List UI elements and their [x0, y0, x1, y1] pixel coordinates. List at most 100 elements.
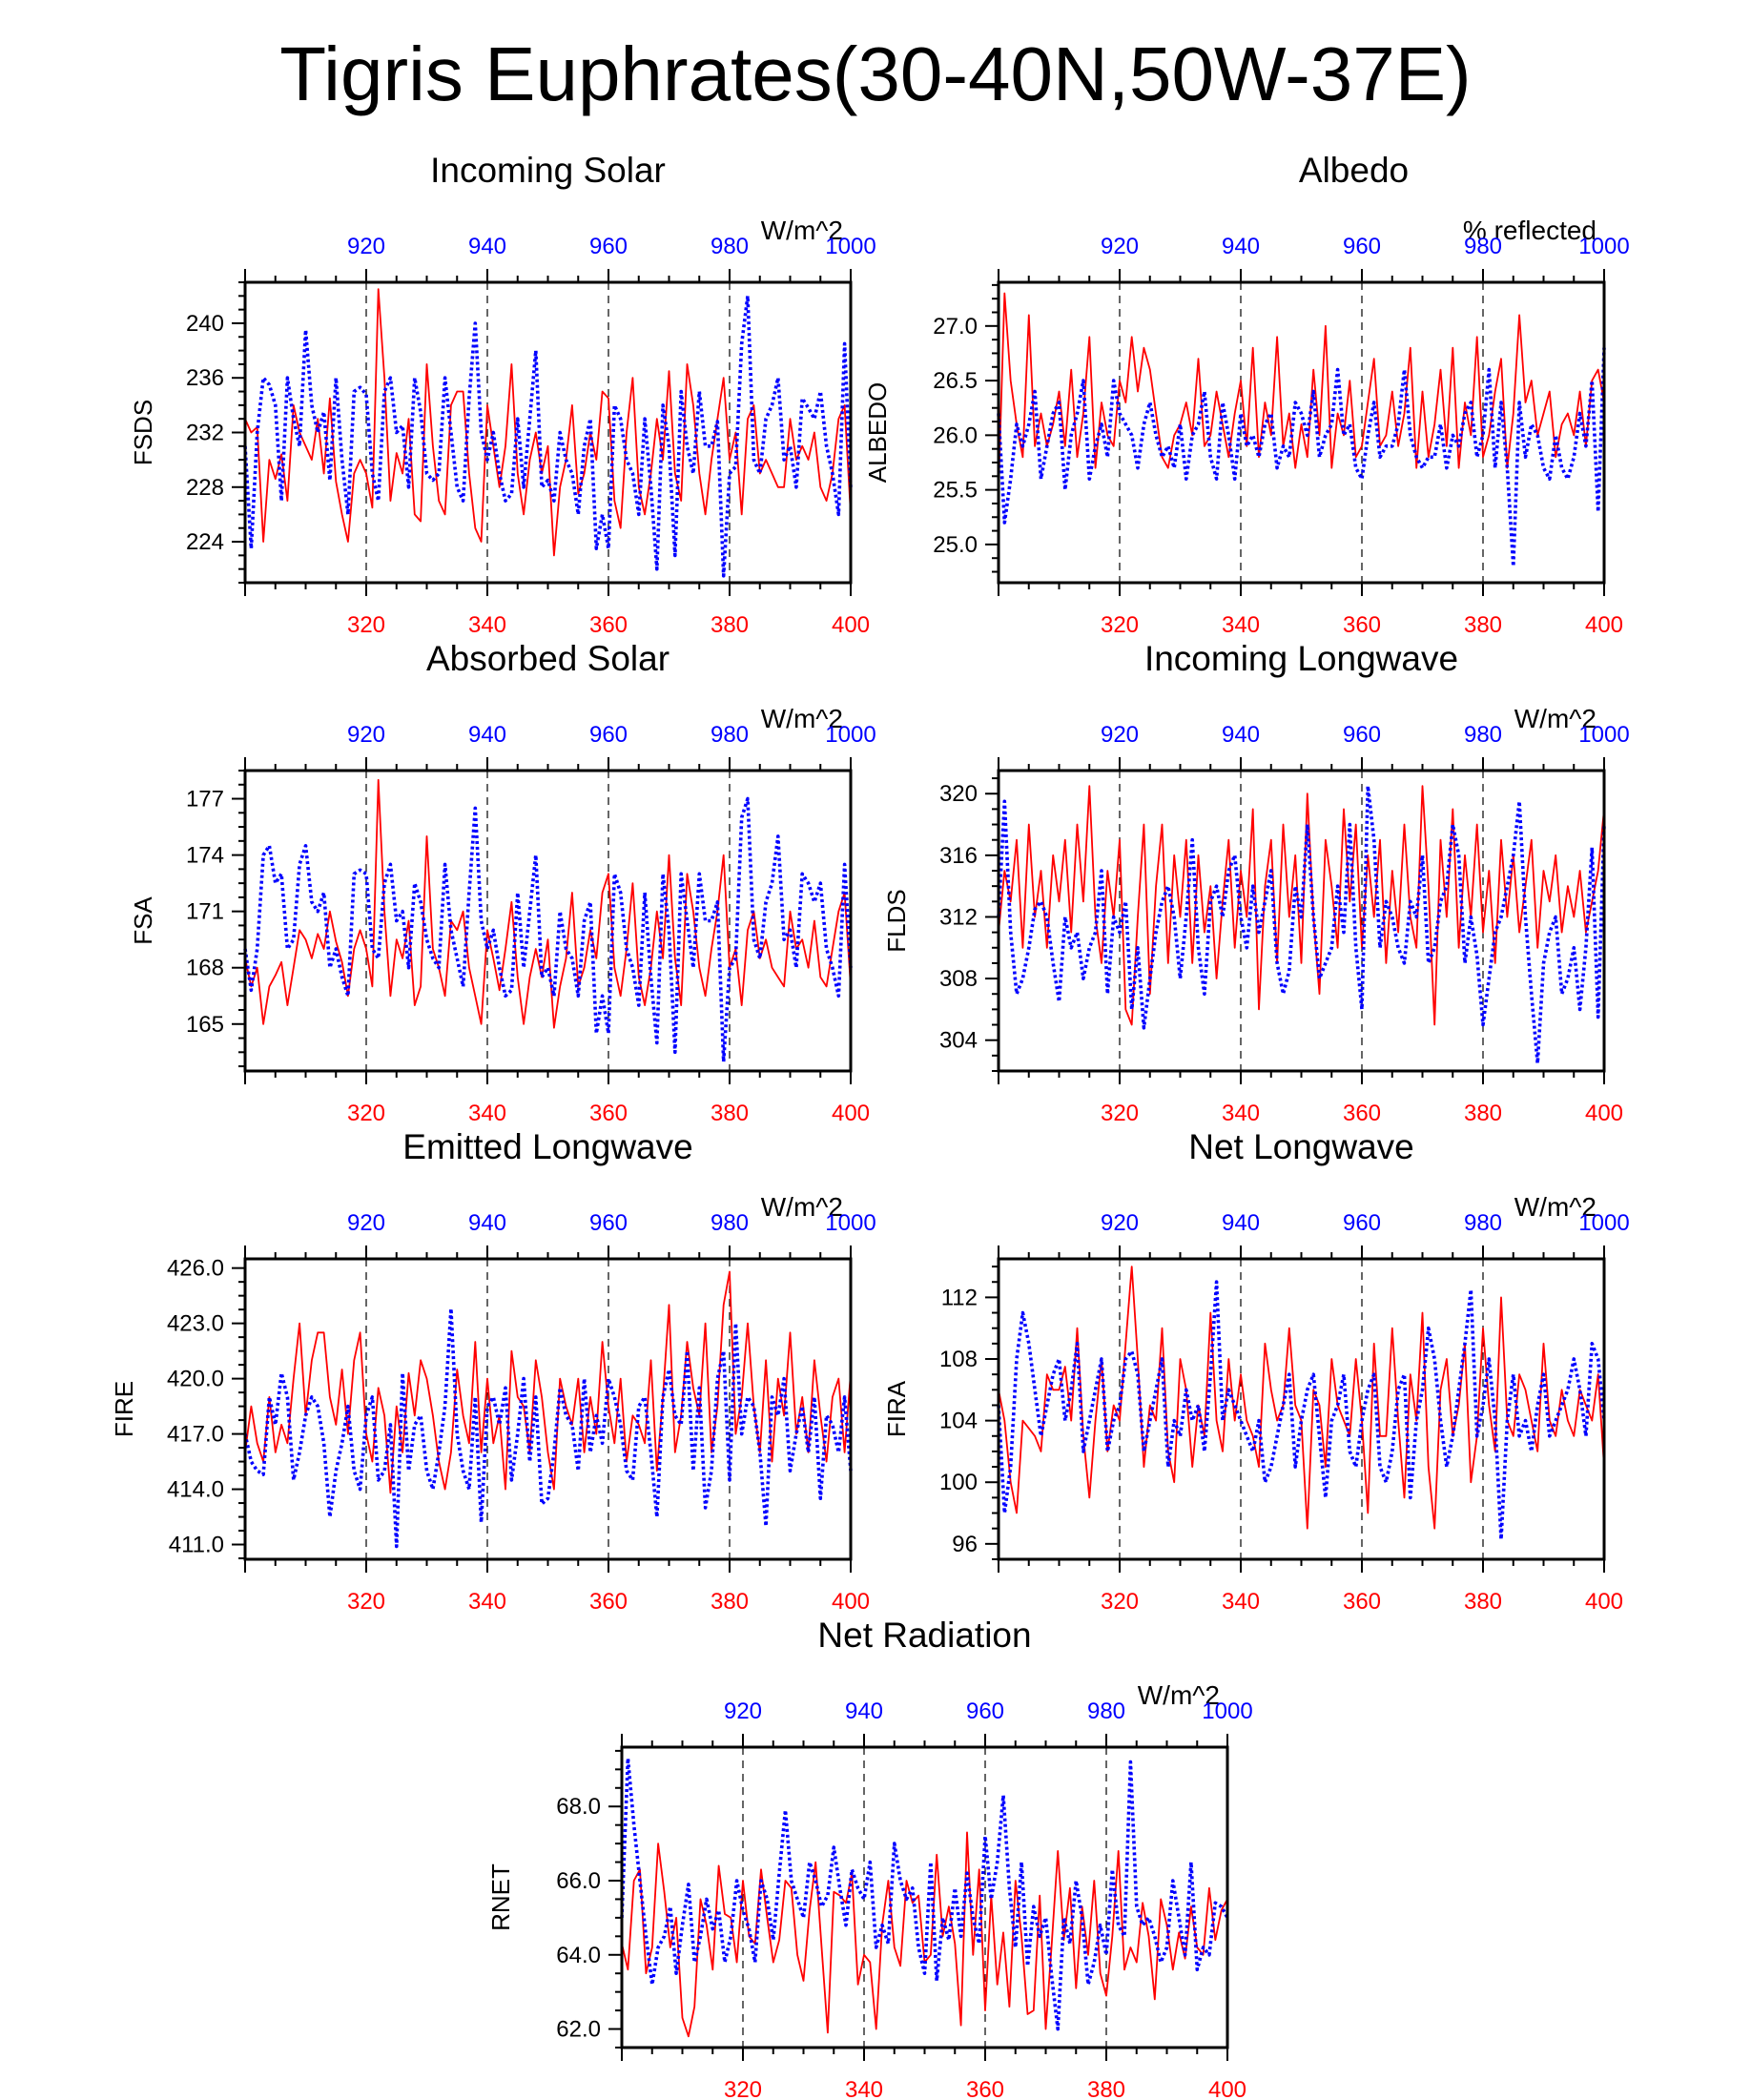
y-tick-label: 25.5 [933, 478, 978, 504]
x-tick-label-top: 960 [966, 1699, 1004, 1724]
series-line-bottom [998, 292, 1605, 490]
y-tick-label: 312 [939, 904, 978, 930]
x-tick-label-bottom: 340 [468, 1101, 506, 1126]
x-tick-label-bottom: 400 [832, 1101, 870, 1126]
x-tick-label-bottom: 400 [832, 612, 870, 638]
y-axis-label-fire: FIRE [110, 1381, 138, 1437]
x-tick-label-bottom: 380 [711, 612, 749, 638]
x-tick-label-bottom: 380 [1087, 2077, 1125, 2100]
panel-fsds: Incoming Solar W/m^2 320 340 360 380 400 920 940… [129, 151, 876, 638]
x-tick-label-top: 960 [1343, 1210, 1381, 1236]
y-axis-label-flds: FLDS [882, 889, 911, 952]
panel-fsa: Absorbed Solar W/m^2 320 340 360 380 400 920 940… [129, 639, 876, 1126]
x-tick-label-top: 1000 [1578, 234, 1629, 259]
y-tick-label: 414.0 [167, 1477, 224, 1503]
y-axis-label-fsds: FSDS [129, 400, 157, 465]
x-tick-label-top: 960 [1343, 722, 1381, 748]
units-label-albedo: % reflected [1463, 216, 1596, 245]
series-line-top [243, 1307, 853, 1549]
x-tick-label-top: 940 [468, 234, 506, 259]
series-line-top [997, 347, 1606, 568]
x-tick-label-top: 1000 [1202, 1699, 1252, 1724]
y-tick-label: 26.0 [933, 422, 978, 448]
y-tick-label: 320 [939, 781, 978, 807]
panel-title-fira: Net Longwave [1188, 1127, 1414, 1166]
x-tick-label-top: 980 [711, 234, 749, 259]
x-tick-label-bottom: 360 [1343, 612, 1381, 638]
x-tick-label-bottom: 340 [468, 1589, 506, 1615]
x-tick-label-top: 980 [1464, 1210, 1502, 1236]
x-tick-label-top: 980 [1087, 1699, 1125, 1724]
x-tick-label-top: 1000 [825, 722, 876, 748]
units-label-fire: W/m^2 [761, 1192, 843, 1222]
figure-title: Tigris Euphrates(30-40N,50W-37E) [279, 31, 1471, 116]
x-tick-label-bottom: 360 [589, 1101, 628, 1126]
y-tick-label: 104 [939, 1409, 978, 1434]
y-tick-label: 100 [939, 1470, 978, 1495]
x-tick-label-bottom: 380 [711, 1589, 749, 1615]
y-tick-label: 316 [939, 843, 978, 869]
panel-title-fsds: Incoming Solar [430, 151, 666, 190]
y-tick-label: 240 [186, 311, 224, 337]
x-tick-label-top: 960 [589, 722, 628, 748]
units-label-flds: W/m^2 [1514, 704, 1596, 733]
y-tick-label: 112 [941, 1285, 978, 1310]
x-tick-label-bottom: 320 [347, 1589, 385, 1615]
x-tick-label-top: 920 [347, 722, 385, 748]
x-tick-label-top: 920 [347, 1210, 385, 1236]
series-line-bottom [998, 785, 1605, 1026]
x-tick-label-bottom: 320 [1101, 1589, 1139, 1615]
y-tick-label: 165 [186, 1012, 224, 1038]
x-tick-label-top: 1000 [825, 234, 876, 259]
x-tick-label-bottom: 380 [711, 1101, 749, 1126]
x-tick-label-bottom: 380 [1464, 612, 1502, 638]
x-tick-label-bottom: 380 [1464, 1101, 1502, 1126]
panel-rnet: Net Radiation W/m^2 320 340 360 380 400 920 940 9… [486, 1616, 1253, 2100]
x-tick-label-bottom: 400 [1585, 612, 1623, 638]
y-tick-label: 62.0 [556, 2017, 601, 2043]
x-tick-label-bottom: 340 [1222, 1589, 1260, 1615]
y-tick-label: 308 [939, 966, 978, 992]
x-tick-label-bottom: 400 [1208, 2077, 1246, 2100]
x-tick-label-bottom: 400 [832, 1589, 870, 1615]
x-tick-label-bottom: 340 [1222, 612, 1260, 638]
panel-fira: Net Longwave W/m^2 320 340 360 380 400 920 940 96… [882, 1127, 1630, 1615]
series-line-bottom [244, 288, 852, 557]
x-tick-label-top: 960 [589, 234, 628, 259]
y-axis-label-albedo: ALBEDO [863, 382, 892, 484]
x-tick-label-bottom: 320 [347, 1101, 385, 1126]
units-label-fsds: W/m^2 [761, 216, 843, 245]
y-tick-label: 423.0 [167, 1311, 224, 1337]
x-tick-label-top: 920 [1101, 722, 1139, 748]
panel-title-fire: Emitted Longwave [402, 1127, 692, 1166]
y-tick-label: 236 [186, 365, 224, 391]
x-tick-label-bottom: 360 [1343, 1101, 1381, 1126]
x-tick-label-top: 980 [711, 722, 749, 748]
x-tick-label-bottom: 340 [468, 612, 506, 638]
y-tick-label: 174 [186, 843, 224, 869]
y-axis-label-rnet: RNET [486, 1863, 515, 1931]
y-tick-label: 232 [186, 421, 224, 446]
y-tick-label: 25.0 [933, 532, 978, 558]
units-label-rnet: W/m^2 [1138, 1680, 1220, 1710]
y-tick-label: 426.0 [167, 1256, 224, 1282]
x-tick-label-top: 1000 [1578, 722, 1629, 748]
panel-albedo: Albedo % reflected 320 340 360 380 400 920 940 96… [863, 151, 1630, 638]
panel-title-fsa: Absorbed Solar [426, 639, 670, 678]
x-tick-label-bottom: 340 [1222, 1101, 1260, 1126]
y-tick-label: 228 [186, 475, 224, 501]
y-tick-label: 108 [939, 1347, 978, 1372]
panel-title-rnet: Net Radiation [817, 1616, 1031, 1655]
series-line-top [997, 784, 1606, 1065]
x-tick-label-bottom: 320 [724, 2077, 762, 2100]
y-axis-label-fsa: FSA [129, 896, 157, 945]
y-tick-label: 27.0 [933, 314, 978, 340]
x-tick-label-bottom: 400 [1585, 1101, 1623, 1126]
x-tick-label-top: 920 [724, 1699, 762, 1724]
panel-fire: Emitted Longwave W/m^2 320 340 360 380 400 920 9… [110, 1127, 876, 1615]
y-tick-label: 96 [952, 1532, 978, 1557]
x-tick-label-top: 980 [1464, 722, 1502, 748]
y-tick-label: 420.0 [167, 1367, 224, 1392]
series-line-top [620, 1756, 1229, 2031]
y-tick-label: 171 [186, 899, 224, 925]
